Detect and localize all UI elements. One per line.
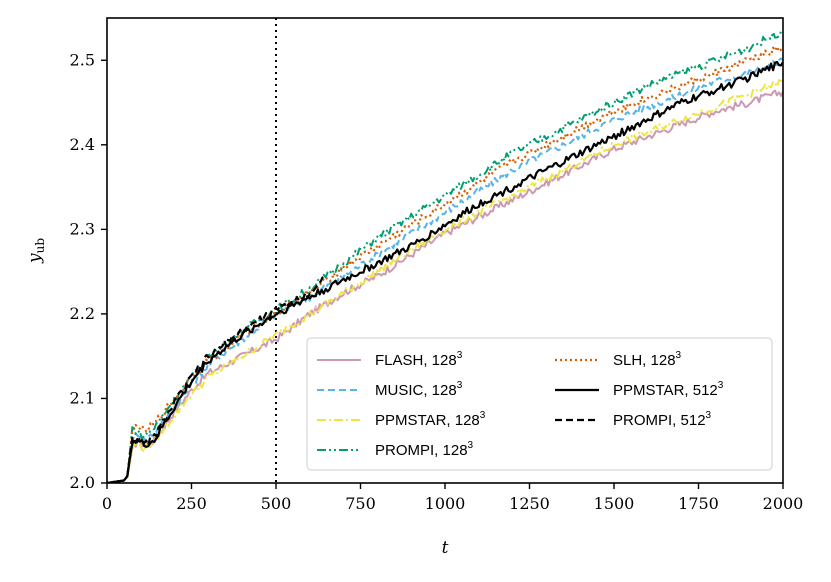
legend: FLASH, 1283 MUSIC, 1283 PPMSTAR, 1283 PROMP… (306, 337, 773, 471)
legend-label: PPMSTAR, 5123 (613, 380, 724, 399)
legend-label: MUSIC, 1283 (375, 380, 463, 399)
x-tick-label: 1500 (594, 494, 635, 513)
legend-box (306, 337, 773, 471)
y-axis-label-sub: ub (33, 238, 47, 254)
y-tick-label: 2.3 (70, 219, 95, 238)
x-tick-label: 1000 (425, 494, 466, 513)
series-line-5 (107, 60, 783, 483)
x-tick-label: 500 (261, 494, 292, 513)
series-line-6 (107, 274, 328, 483)
y-tick-label: 2.0 (70, 473, 95, 492)
x-tick-label: 750 (345, 494, 376, 513)
series-line-1 (107, 57, 783, 483)
legend-entry-2: PPMSTAR, 1283 (317, 410, 486, 429)
series-line-3 (107, 29, 783, 483)
legend-label: PROMPI, 5123 (613, 410, 712, 429)
x-tick-label: 1750 (678, 494, 719, 513)
legend-label: FLASH, 1283 (375, 350, 463, 369)
legend-entry-4: SLH, 1283 (555, 350, 682, 369)
y-axis-label-main: y (25, 253, 45, 264)
legend-label: PROMPI, 1283 (375, 440, 474, 459)
x-tick-label: 2000 (763, 494, 804, 513)
x-tick-label: 250 (176, 494, 207, 513)
legend-entry-3: PROMPI, 1283 (317, 440, 474, 459)
y-tick-label: 2.4 (70, 135, 95, 154)
x-tick-label: 1250 (509, 494, 550, 513)
legend-entry-6: PROMPI, 5123 (555, 410, 712, 429)
legend-entry-1: MUSIC, 1283 (317, 380, 463, 399)
y-tick-label: 2.1 (70, 388, 95, 407)
legend-entry-0: FLASH, 1283 (317, 350, 463, 369)
x-tick-label: 0 (102, 494, 112, 513)
y-tick-label: 2.5 (70, 50, 95, 69)
plot-area (107, 18, 783, 483)
legend-label: SLH, 1283 (613, 350, 682, 369)
axes: 0 250 500 750 1000 1250 1500 1750 2000 2.0 2.1 2.2 2… (70, 17, 804, 513)
x-axis-label: t (442, 538, 449, 558)
y-axis-label: yub (25, 238, 47, 264)
y-tick-label: 2.2 (70, 304, 95, 323)
legend-label: PPMSTAR, 1283 (375, 410, 486, 429)
legend-entry-5: PPMSTAR, 5123 (555, 380, 724, 399)
series-line-2 (107, 79, 783, 483)
